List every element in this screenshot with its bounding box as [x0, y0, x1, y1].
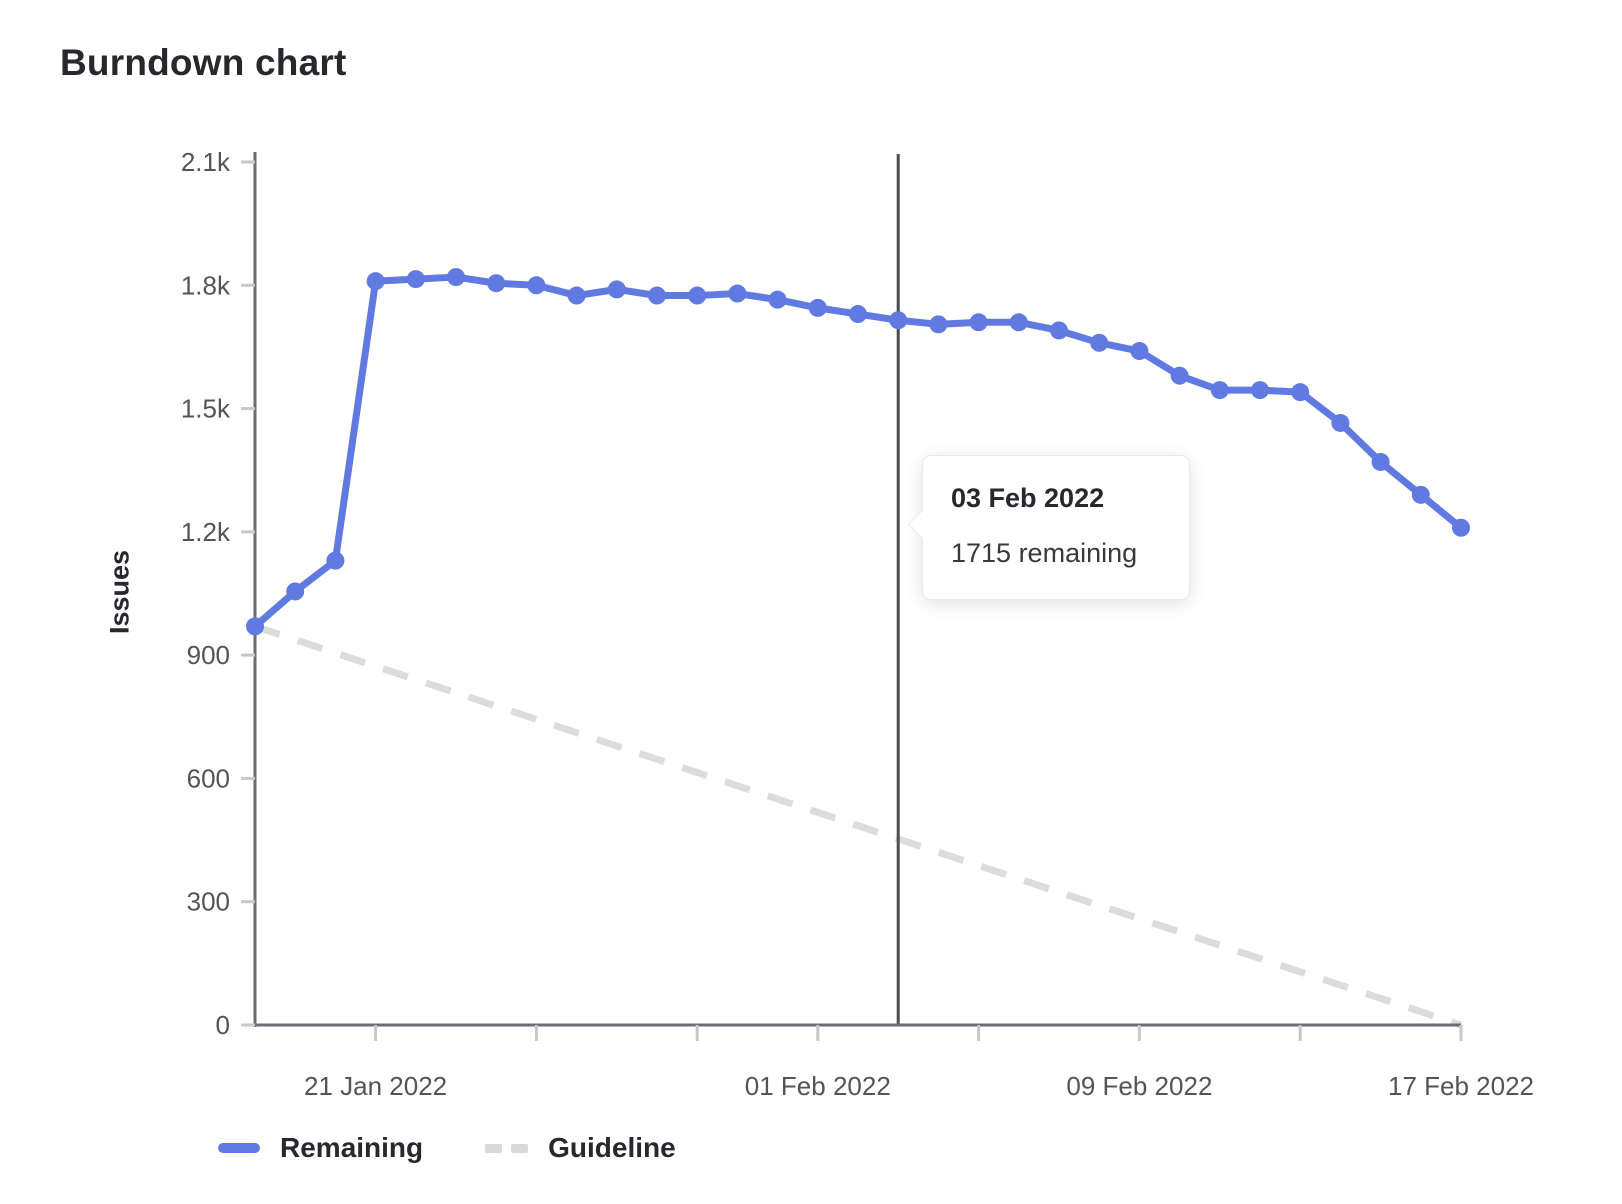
y-tick-label: 1.2k [181, 517, 231, 547]
remaining-data-point[interactable] [447, 268, 465, 287]
remaining-data-point[interactable] [1170, 366, 1189, 385]
remaining-data-point[interactable] [286, 582, 305, 601]
y-tick-label: 300 [187, 887, 230, 917]
legend-label-guideline: Guideline [548, 1132, 676, 1163]
remaining-data-point[interactable] [1371, 452, 1390, 471]
remaining-data-point[interactable] [808, 298, 827, 317]
remaining-data-point[interactable] [1251, 381, 1269, 400]
remaining-data-point[interactable] [1331, 413, 1350, 432]
remaining-data-point[interactable] [969, 313, 988, 332]
remaining-data-point[interactable] [1452, 518, 1470, 537]
remaining-data-point[interactable] [648, 286, 666, 305]
remaining-data-point[interactable] [768, 290, 787, 309]
x-tick-label: 17 Feb 2022 [1388, 1071, 1534, 1101]
remaining-data-point[interactable] [1411, 485, 1430, 504]
y-tick-label: 2.1k [181, 147, 231, 177]
y-tick-label: 1.8k [181, 270, 231, 300]
remaining-data-point[interactable] [1050, 321, 1068, 340]
remaining-data-point[interactable] [326, 551, 345, 570]
y-tick-label: 900 [187, 640, 230, 670]
remaining-line-swatch-icon [218, 1143, 260, 1153]
remaining-data-point[interactable] [1130, 342, 1149, 361]
remaining-data-point[interactable] [688, 286, 707, 305]
tooltip-date: 03 Feb 2022 [951, 483, 1105, 513]
remaining-data-point[interactable] [929, 315, 948, 334]
x-tick-label: 21 Jan 2022 [304, 1071, 447, 1101]
remaining-data-point[interactable] [1009, 313, 1028, 332]
chart-legend: Remaining Guideline [218, 1134, 676, 1162]
y-tick-label: 1.5k [181, 394, 231, 424]
legend-label-remaining: Remaining [280, 1132, 424, 1163]
remaining-data-point[interactable] [527, 276, 546, 295]
x-tick-label: 09 Feb 2022 [1066, 1071, 1212, 1101]
guideline-dash-swatch-icon [485, 1143, 529, 1153]
remaining-data-point[interactable] [728, 284, 747, 303]
page-title: Burndown chart [60, 42, 347, 83]
remaining-data-point[interactable] [366, 272, 385, 291]
remaining-series-line [251, 273, 1465, 630]
y-tick-label: 0 [216, 1010, 230, 1040]
remaining-data-point[interactable] [1090, 333, 1109, 352]
remaining-data-point[interactable] [1291, 383, 1310, 402]
remaining-data-point[interactable] [567, 286, 586, 305]
legend-item-remaining[interactable]: Remaining [218, 1134, 423, 1162]
remaining-data-point[interactable] [889, 311, 908, 330]
y-tick-label: 600 [187, 763, 230, 793]
legend-item-guideline[interactable]: Guideline [485, 1134, 676, 1162]
remaining-data-point[interactable] [849, 305, 867, 324]
remaining-data-point[interactable] [487, 274, 506, 293]
remaining-data-point[interactable] [246, 617, 264, 636]
tooltip-value: 1715 remaining [951, 538, 1138, 569]
remaining-data-point[interactable] [607, 280, 626, 299]
guideline-series-line [253, 623, 1463, 1029]
x-tick-label: 01 Feb 2022 [745, 1071, 891, 1101]
remaining-data-point[interactable] [406, 270, 425, 289]
remaining-data-point[interactable] [1210, 381, 1229, 400]
chart-tooltip: 03 Feb 2022 1715 remaining [907, 455, 1190, 601]
